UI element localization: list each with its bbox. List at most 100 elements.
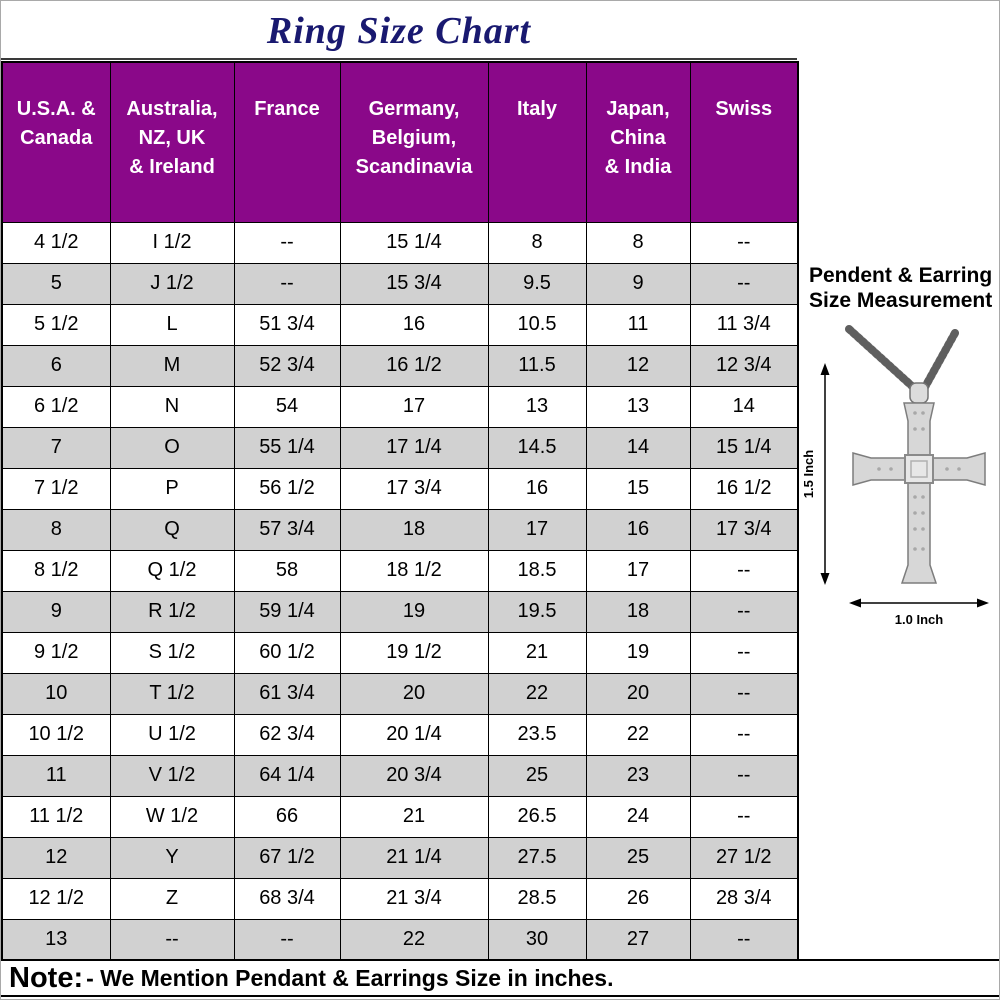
table-cell: 60 1/2 [233, 631, 341, 674]
table-cell: I 1/2 [109, 221, 235, 264]
table-cell: 9.5 [487, 262, 587, 305]
table-cell: 62 3/4 [233, 713, 341, 756]
table-row: 9 1/2 S 1/2 60 1/2 19 1/2 21 19 -- [1, 631, 799, 674]
table-cell: 11 [1, 754, 111, 797]
table-row: 11 1/2 W 1/2 66 21 26.5 24 -- [1, 795, 799, 838]
table-cell: 26.5 [487, 795, 587, 838]
table-cell: 19 1/2 [339, 631, 489, 674]
table-cell: 17 [585, 549, 691, 592]
height-label: 1.5 Inch [801, 450, 816, 498]
table-cell: 16 1/2 [689, 467, 799, 510]
table-cell: -- [233, 221, 341, 264]
table-cell: -- [689, 590, 799, 633]
table-cell: 58 [233, 549, 341, 592]
table-cell: -- [689, 754, 799, 797]
table-cell: 15 1/4 [689, 426, 799, 469]
table-cell: -- [109, 918, 235, 961]
table-cell: 5 [1, 262, 111, 305]
table-cell: 21 1/4 [339, 836, 489, 879]
table-cell: 17 1/4 [339, 426, 489, 469]
pendant-sidebar: Pendent & Earring Size Measurement [801, 1, 999, 959]
table-row: 7 O 55 1/4 17 1/4 14.5 14 15 1/4 [1, 426, 799, 469]
table-cell: -- [233, 918, 341, 961]
table-row: 7 1/2 P 56 1/2 17 3/4 16 15 16 1/2 [1, 467, 799, 510]
table-cell: 22 [585, 713, 691, 756]
table-cell: 9 1/2 [1, 631, 111, 674]
ring-size-table: U.S.A. & Canada Australia, NZ, UK & Irela… [1, 61, 799, 961]
table-cell: -- [689, 631, 799, 674]
table-row: 6 1/2 N 54 17 13 13 14 [1, 385, 799, 428]
table-cell: 61 3/4 [233, 672, 341, 715]
table-cell: -- [233, 262, 341, 305]
table-cell: 26 [585, 877, 691, 920]
table-cell: 8 [487, 221, 587, 264]
table-cell: 9 [1, 590, 111, 633]
table-cell: 4 1/2 [1, 221, 111, 264]
table-cell: 64 1/4 [233, 754, 341, 797]
table-cell: Z [109, 877, 235, 920]
table-cell: 12 3/4 [689, 344, 799, 387]
table-cell: 13 [1, 918, 111, 961]
pendant-measurement-heading: Pendent & Earring Size Measurement [809, 264, 993, 313]
table-cell: 13 [585, 385, 691, 428]
table-cell: 10 1/2 [1, 713, 111, 756]
table-row: 8 1/2 Q 1/2 58 18 1/2 18.5 17 -- [1, 549, 799, 592]
table-cell: 20 [585, 672, 691, 715]
table-cell: 8 [585, 221, 691, 264]
ring-table-header-row: U.S.A. & Canada Australia, NZ, UK & Irela… [1, 61, 799, 223]
table-cell: 25 [487, 754, 587, 797]
table-cell: 51 3/4 [233, 303, 341, 346]
table-cell: 30 [487, 918, 587, 961]
table-row: 6 M 52 3/4 16 1/2 11.5 12 12 3/4 [1, 344, 799, 387]
table-cell: 22 [487, 672, 587, 715]
table-cell: 28.5 [487, 877, 587, 920]
table-cell: 10.5 [487, 303, 587, 346]
table-cell: 13 [487, 385, 587, 428]
table-cell: 11.5 [487, 344, 587, 387]
table-cell: -- [689, 221, 799, 264]
table-cell: 12 1/2 [1, 877, 111, 920]
title-divider [1, 58, 797, 60]
table-cell: M [109, 344, 235, 387]
table-cell: 23.5 [487, 713, 587, 756]
table-cell: 17 [487, 508, 587, 551]
table-cell: 14 [585, 426, 691, 469]
table-cell: 15 1/4 [339, 221, 489, 264]
table-cell: 28 3/4 [689, 877, 799, 920]
table-cell: 19 [585, 631, 691, 674]
note-bar: Note: - We Mention Pendant & Earrings Si… [1, 959, 999, 997]
table-cell: 66 [233, 795, 341, 838]
pendant-bail [909, 382, 929, 404]
table-cell: 23 [585, 754, 691, 797]
table-cell: 16 [585, 508, 691, 551]
width-measure-arrow [849, 598, 989, 608]
table-cell: 56 1/2 [233, 467, 341, 510]
column-header: U.S.A. & Canada [1, 61, 111, 223]
table-cell: J 1/2 [109, 262, 235, 305]
column-header: France [233, 61, 341, 223]
table-cell: 11 3/4 [689, 303, 799, 346]
column-header: Australia, NZ, UK & Ireland [109, 61, 235, 223]
table-cell: 17 [339, 385, 489, 428]
table-cell: 18 [339, 508, 489, 551]
table-cell: 21 3/4 [339, 877, 489, 920]
table-cell: 15 [585, 467, 691, 510]
table-cell: 16 [339, 303, 489, 346]
cross-vertical-bar [900, 402, 938, 584]
table-row: 12 1/2 Z 68 3/4 21 3/4 28.5 26 28 3/4 [1, 877, 799, 920]
table-cell: 55 1/4 [233, 426, 341, 469]
table-cell: V 1/2 [109, 754, 235, 797]
table-cell: 27 1/2 [689, 836, 799, 879]
table-cell: 11 [585, 303, 691, 346]
column-header: Italy [487, 61, 587, 223]
table-cell: 14.5 [487, 426, 587, 469]
table-cell: 24 [585, 795, 691, 838]
cross-center-stone [904, 454, 934, 484]
column-header: Japan, China & India [585, 61, 691, 223]
table-cell: 18 1/2 [339, 549, 489, 592]
table-cell: 12 [1, 836, 111, 879]
table-cell: 11 1/2 [1, 795, 111, 838]
column-header: Swiss [689, 61, 799, 223]
